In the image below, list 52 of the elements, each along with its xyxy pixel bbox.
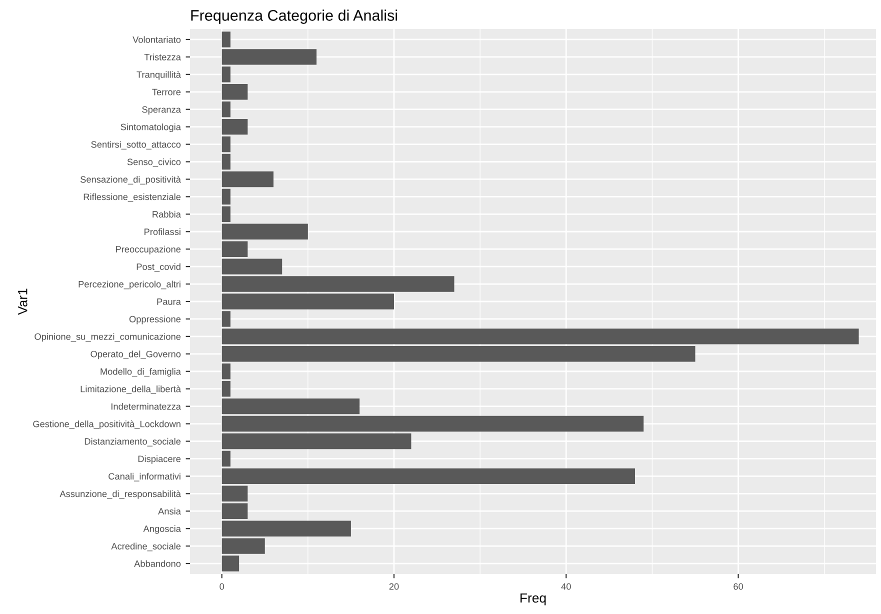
y-tick-label: Tranquillità	[136, 71, 181, 80]
bar	[222, 206, 230, 222]
y-tick-label: Oppressione	[129, 316, 181, 324]
y-tick-label: Acredine_sociale	[111, 542, 181, 552]
y-tick-label: Paura	[157, 298, 181, 305]
y-tick-label: Speranza	[142, 106, 181, 115]
x-tick-label: 20	[389, 583, 399, 590]
x-tick-label: 40	[561, 583, 571, 590]
y-tick-label: Post_covid	[136, 263, 180, 272]
y-tick-label: Tristezza	[144, 54, 181, 60]
y-tick-label: Ansia	[158, 508, 181, 515]
y-tick-label: Sentirsi_sotto_attacco	[91, 140, 181, 150]
y-tick-label: Terrore	[152, 88, 181, 96]
y-tick-label: Dispiacere	[138, 455, 181, 464]
y-tick-label: Preoccupazione	[116, 246, 181, 254]
y-tick-label: Opinione_su_mezzi_comunicazione	[34, 333, 181, 342]
y-tick-label: Distanziamento_sociale	[84, 438, 181, 446]
bar	[222, 433, 412, 450]
bar	[222, 136, 230, 152]
x-tick-label: 60	[734, 583, 744, 590]
x-tick-label: 0	[220, 583, 224, 590]
y-axis-title: Var1	[18, 288, 28, 315]
bar	[222, 101, 230, 118]
y-tick-label: Volontariato	[132, 36, 181, 43]
chart-title: Frequenza Categorie di Analisi	[191, 10, 398, 24]
y-tick-label: Limitazione_della_libertà	[80, 385, 181, 394]
bar	[222, 154, 230, 170]
bar	[222, 118, 248, 135]
y-tick-label: Operato_del_Governo	[90, 350, 181, 360]
y-tick-label: Sintomatologia	[120, 124, 181, 132]
y-tick-label: Angoscia	[143, 525, 181, 534]
y-tick-label: Rabbia	[152, 210, 181, 218]
y-tick-label: Modello_di_famiglia	[100, 368, 181, 377]
y-tick-label: Abbandono	[134, 560, 181, 567]
bar	[222, 486, 248, 502]
bar	[222, 468, 635, 484]
bar	[222, 380, 230, 397]
y-tick-label: Percezione_pericolo_altri	[78, 280, 180, 290]
y-tick-label: Riflessione_esistenziale	[84, 193, 181, 202]
y-tick-label: Senso_civico	[127, 158, 181, 167]
y-tick-label: Profilassi	[144, 228, 180, 236]
bar	[222, 398, 360, 414]
y-tick-label: Assunzione_di_responsabilità	[60, 490, 181, 499]
y-tick-label: Gestione_della_positività_Lockdown	[33, 420, 180, 430]
y-tick-label: Canali_informativi	[108, 472, 180, 482]
bar	[222, 450, 230, 467]
bar	[222, 171, 274, 188]
y-tick-label: Sensazione_di_positività	[80, 176, 181, 184]
bar	[222, 188, 230, 205]
bar	[222, 416, 644, 432]
x-axis-title: Freq	[520, 593, 546, 606]
y-tick-label: Indeterminatezza	[112, 402, 181, 410]
